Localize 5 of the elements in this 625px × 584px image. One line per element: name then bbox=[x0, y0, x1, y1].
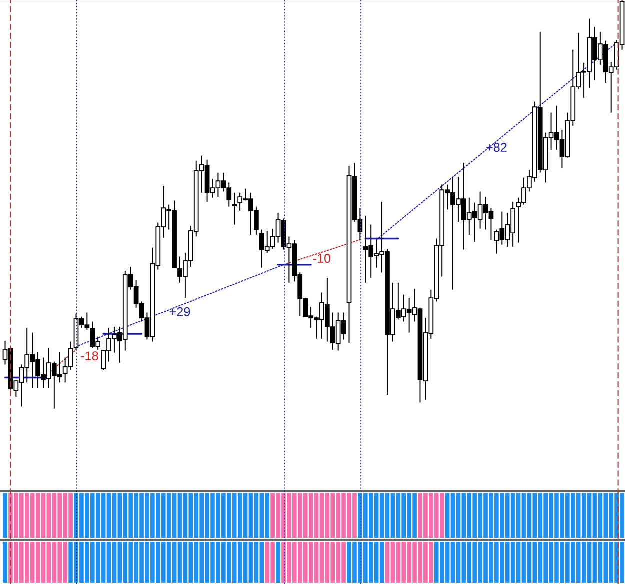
series-label: -18 bbox=[81, 352, 98, 361]
candlestick bbox=[232, 192, 238, 226]
series-label: -10 bbox=[313, 254, 331, 264]
series-label: +82 bbox=[486, 143, 507, 152]
series-label: +29 bbox=[170, 307, 190, 316]
